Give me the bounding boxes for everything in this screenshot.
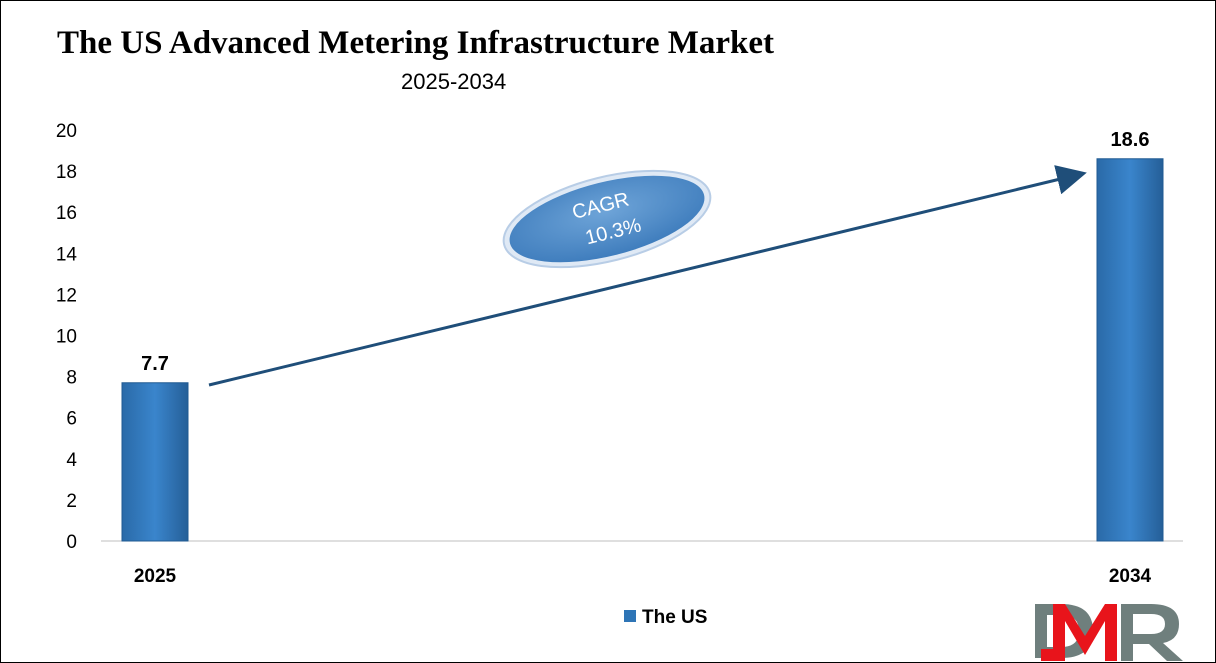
data-label: 18.6	[1111, 129, 1150, 151]
y-tick-label: 16	[56, 203, 77, 224]
y-tick-label: 8	[66, 368, 77, 389]
chart-title: The US Advanced Metering Infrastructure …	[57, 25, 774, 61]
y-tick-label: 12	[56, 285, 77, 306]
dmr-logo	[1035, 604, 1183, 661]
cagr-bubble	[502, 169, 712, 269]
growth-arrow	[208, 165, 1087, 387]
bar-2025	[121, 382, 189, 542]
x-tick-label: 2025	[134, 566, 177, 587]
legend-label: The US	[642, 607, 707, 628]
y-tick-label: 6	[66, 409, 77, 430]
legend-swatch	[624, 610, 636, 622]
y-tick-label: 2	[66, 491, 77, 512]
x-tick-label: 2034	[1109, 566, 1152, 587]
bar-2034	[1096, 158, 1164, 542]
y-tick-label: 18	[56, 162, 77, 183]
y-tick-label: 4	[66, 450, 77, 471]
y-tick-label: 0	[66, 532, 77, 553]
y-tick-label: 20	[56, 121, 77, 142]
y-tick-label: 14	[56, 244, 78, 265]
chart-subtitle: 2025-2034	[401, 69, 506, 94]
data-label: 7.7	[141, 353, 169, 375]
y-tick-label: 10	[56, 327, 77, 348]
